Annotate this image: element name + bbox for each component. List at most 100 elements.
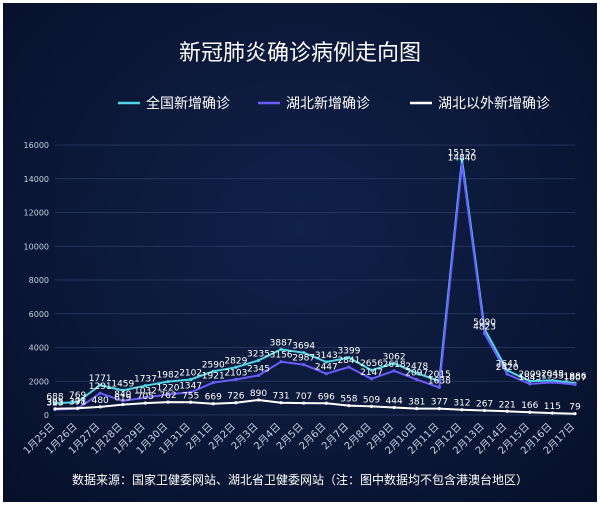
data-point bbox=[347, 403, 351, 408]
data-label: 365 bbox=[46, 398, 63, 408]
data-point bbox=[505, 372, 509, 376]
y-tick-label: 8000 bbox=[29, 276, 49, 285]
y-tick-label: 6000 bbox=[29, 310, 49, 319]
data-label: 762 bbox=[159, 391, 176, 401]
data-point bbox=[98, 405, 102, 409]
data-point bbox=[189, 400, 193, 404]
data-point bbox=[415, 371, 419, 375]
data-label: 267 bbox=[476, 399, 493, 409]
data-label: 558 bbox=[340, 395, 357, 405]
plot-area bbox=[53, 157, 577, 416]
data-point bbox=[234, 377, 238, 382]
data-point bbox=[460, 408, 464, 412]
data-point bbox=[369, 368, 374, 372]
data-label: 444 bbox=[386, 397, 403, 407]
data-label: 3694 bbox=[292, 342, 315, 352]
legend-item: 湖北新增确诊 bbox=[258, 96, 370, 112]
y-tick-label: 2000 bbox=[29, 377, 49, 386]
data-point bbox=[256, 373, 261, 378]
data-label: 1737 bbox=[134, 375, 157, 385]
data-label: 166 bbox=[521, 401, 538, 411]
chart-panel bbox=[3, 3, 597, 502]
data-label: 79 bbox=[569, 403, 581, 413]
y-tick-label: 0 bbox=[44, 411, 49, 420]
y-tick-label: 12000 bbox=[24, 209, 49, 218]
data-label: 2618 bbox=[383, 360, 406, 370]
data-label: 377 bbox=[431, 398, 448, 408]
data-point bbox=[460, 162, 464, 167]
data-label: 3887 bbox=[270, 338, 293, 348]
data-label: 1807 bbox=[564, 374, 587, 384]
data-point bbox=[324, 372, 328, 376]
y-tick-label: 16000 bbox=[24, 141, 49, 150]
data-label: 707 bbox=[295, 392, 312, 402]
data-point bbox=[347, 365, 351, 369]
data-point bbox=[166, 379, 170, 384]
data-label: 3143 bbox=[315, 351, 338, 361]
data-label: 619 bbox=[114, 394, 131, 404]
data-point bbox=[76, 406, 80, 410]
data-point bbox=[256, 398, 261, 402]
data-label: 726 bbox=[227, 392, 244, 402]
data-label: 2147 bbox=[360, 368, 383, 378]
data-point bbox=[76, 400, 80, 404]
data-point bbox=[189, 377, 193, 382]
legend-label: 湖北以外新增确诊 bbox=[438, 96, 550, 112]
data-point bbox=[528, 379, 532, 383]
data-point bbox=[279, 401, 283, 405]
y-tick-label: 10000 bbox=[24, 242, 49, 251]
data-point bbox=[573, 412, 577, 416]
data-label: 1771 bbox=[89, 374, 112, 384]
data-label: 3399 bbox=[337, 347, 360, 357]
data-point bbox=[279, 347, 283, 352]
data-label: 1982 bbox=[157, 371, 180, 381]
data-label: 221 bbox=[499, 400, 516, 410]
data-label: 840 bbox=[114, 390, 131, 400]
data-label: 371 bbox=[69, 398, 86, 408]
data-label: 15152 bbox=[448, 148, 477, 158]
data-label: 2103 bbox=[224, 369, 247, 379]
data-label: 890 bbox=[250, 389, 267, 399]
data-point bbox=[211, 369, 215, 373]
series-line-0 bbox=[54, 158, 576, 405]
data-label: 312 bbox=[453, 399, 470, 409]
data-label: 115 bbox=[544, 402, 561, 412]
data-point bbox=[302, 362, 306, 367]
data-point bbox=[234, 365, 238, 369]
data-point bbox=[482, 332, 487, 336]
data-point bbox=[482, 408, 487, 413]
data-point bbox=[392, 369, 396, 373]
data-point bbox=[415, 406, 419, 411]
data-label: 2102 bbox=[179, 369, 202, 379]
data-label: 2009 bbox=[518, 370, 541, 380]
data-label: 2015 bbox=[428, 370, 451, 380]
y-tick-label: 14000 bbox=[24, 175, 49, 184]
data-point bbox=[53, 407, 57, 411]
data-point bbox=[392, 361, 396, 365]
legend-item: 全国新增确诊 bbox=[118, 95, 230, 112]
data-point bbox=[143, 384, 148, 388]
data-label: 2987 bbox=[292, 354, 315, 364]
data-point bbox=[415, 378, 419, 382]
data-label: 1032 bbox=[134, 387, 157, 397]
data-point bbox=[369, 377, 374, 381]
legend-label: 湖北新增确诊 bbox=[286, 96, 370, 112]
data-label: 2841 bbox=[337, 356, 360, 366]
data-label: 1886 bbox=[564, 372, 587, 382]
data-point bbox=[392, 405, 396, 410]
data-label: 2447 bbox=[315, 363, 338, 373]
data-point bbox=[211, 402, 215, 406]
data-label: 2641 bbox=[496, 359, 519, 369]
data-point bbox=[324, 401, 328, 405]
data-point bbox=[324, 360, 328, 364]
data-label: 1291 bbox=[89, 382, 112, 392]
data-label: 3062 bbox=[383, 352, 406, 362]
data-label: 669 bbox=[205, 393, 222, 403]
data-label: 705 bbox=[137, 392, 154, 402]
data-point bbox=[528, 410, 532, 414]
source-note: 数据来源：国家卫健委网站、湖北省卫健委网站（注：图中数据均不包含港澳台地区） bbox=[72, 472, 528, 487]
data-label: 1459 bbox=[111, 379, 134, 389]
data-point bbox=[550, 411, 554, 415]
